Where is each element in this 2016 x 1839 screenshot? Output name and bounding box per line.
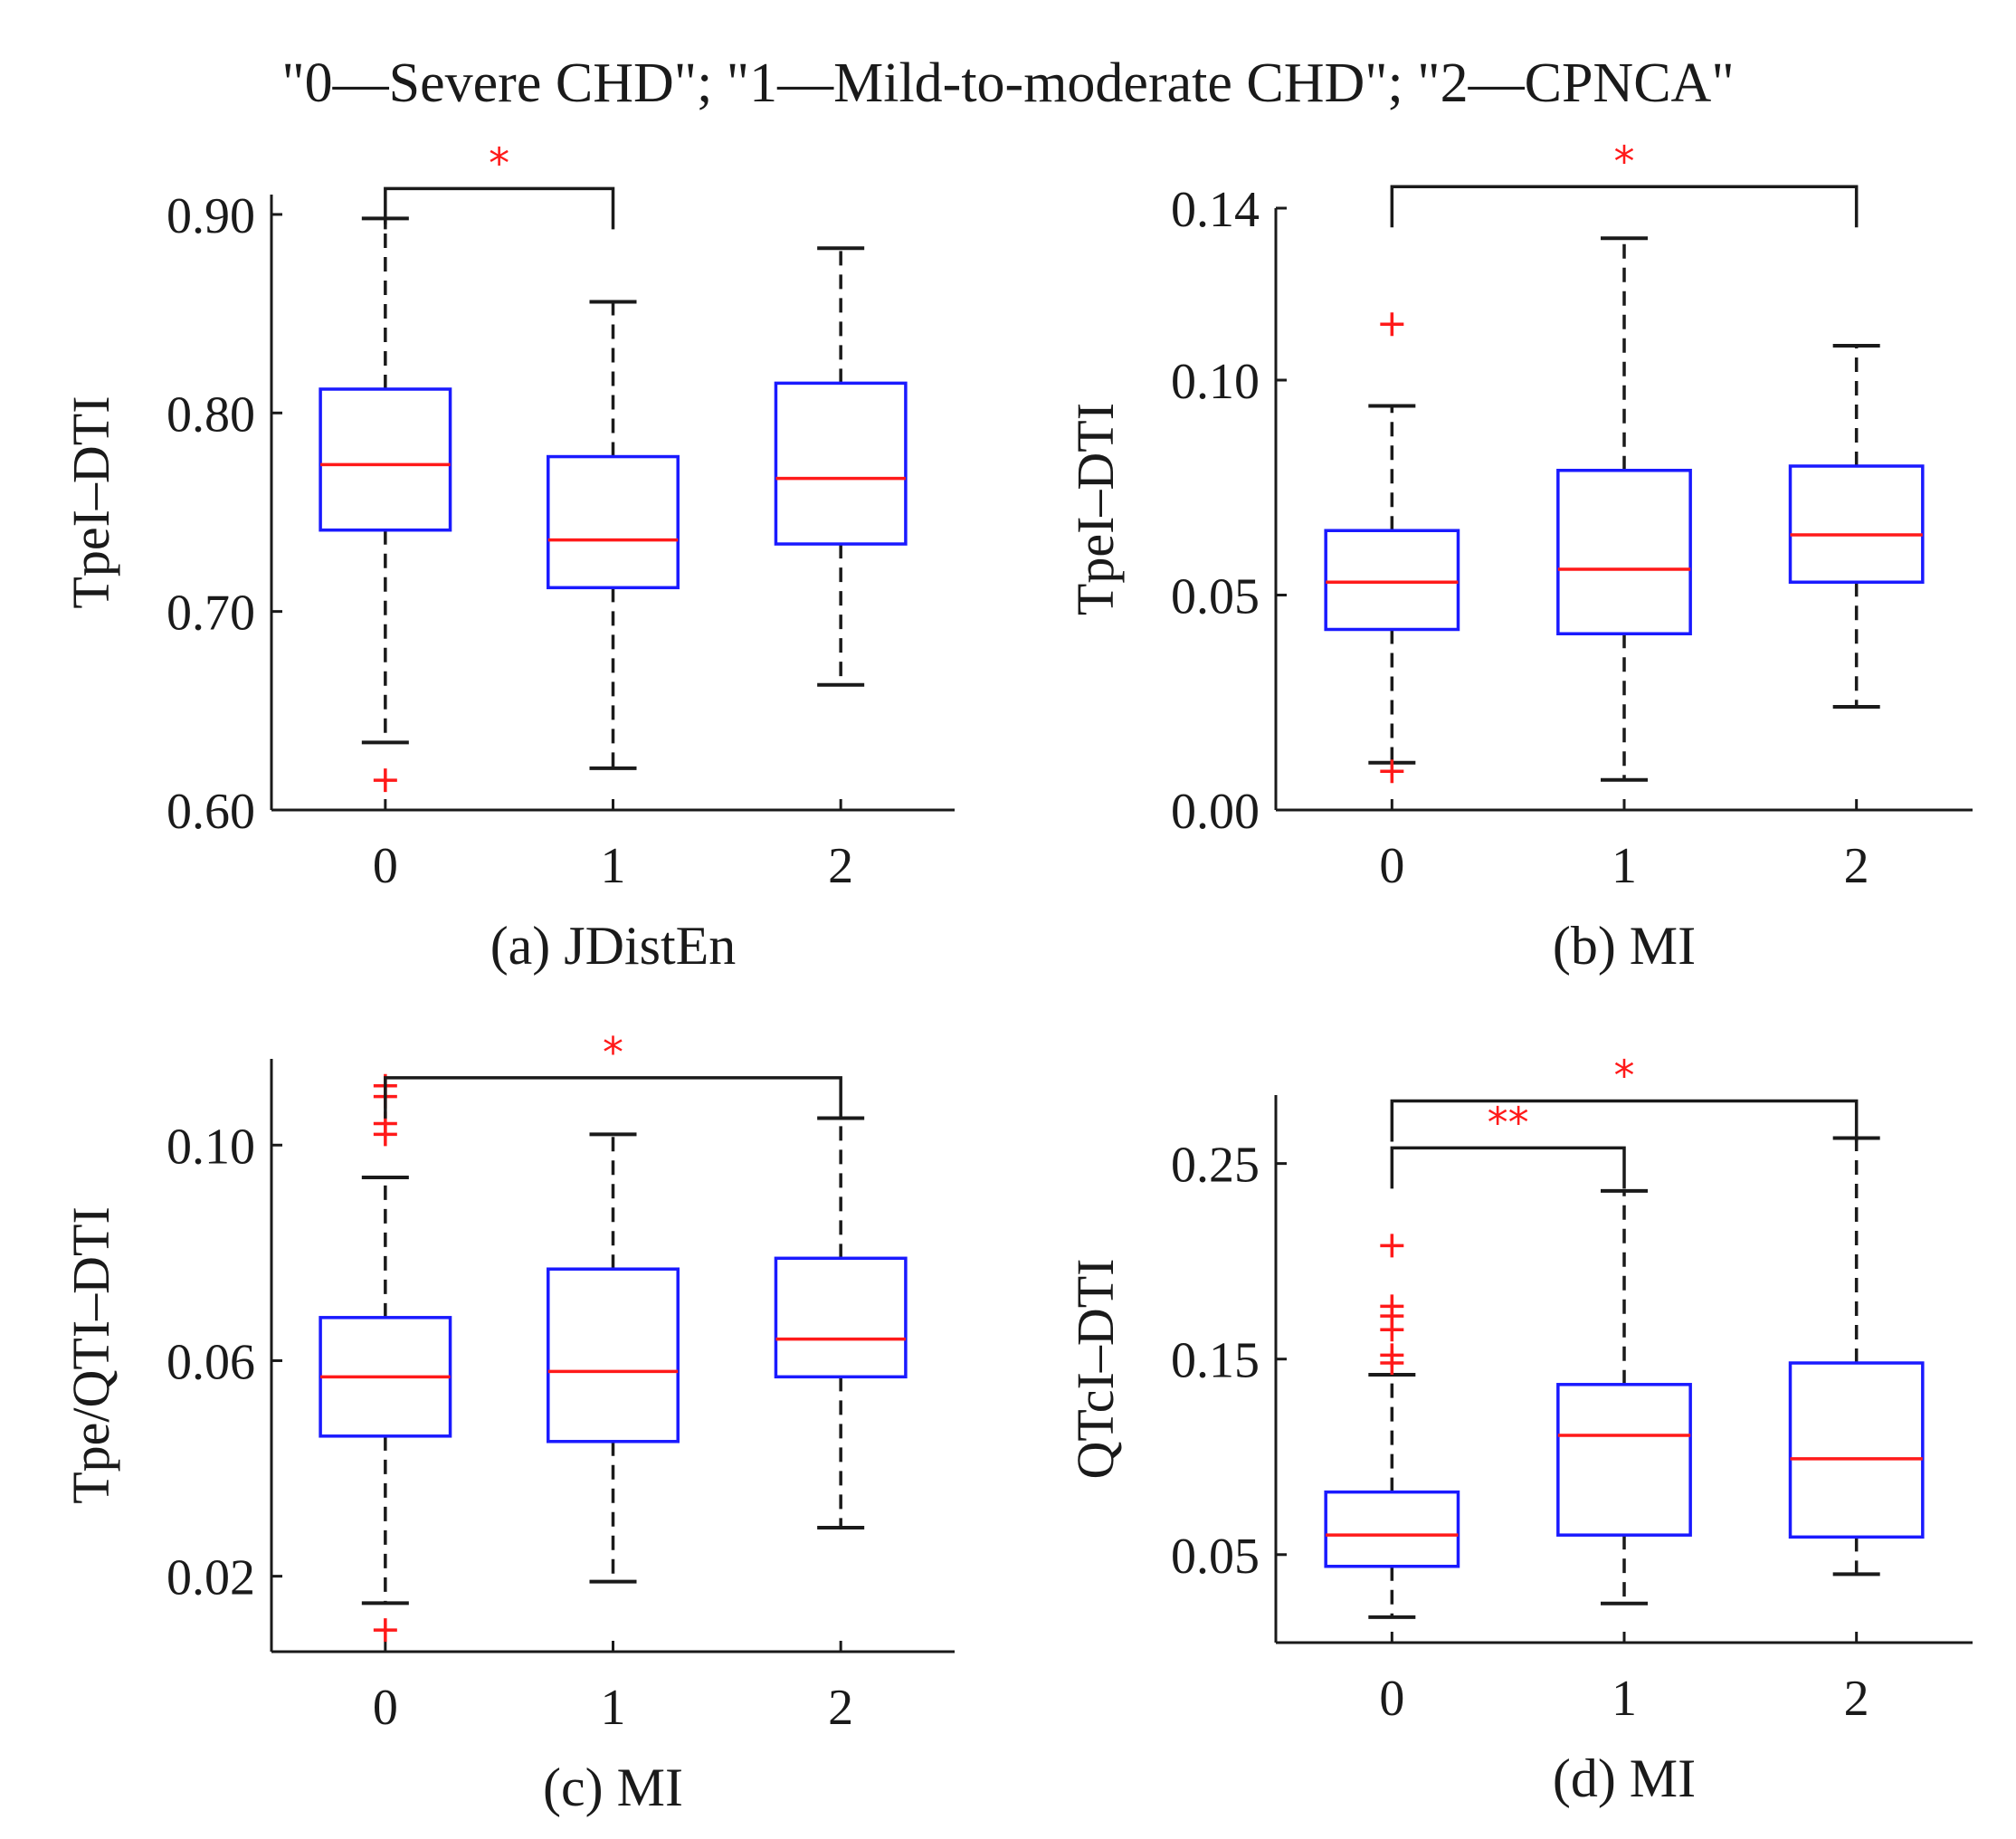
y-tick-label: 0.10: [166, 1119, 255, 1175]
outlier-marker: [373, 768, 397, 793]
x-tick-label: 2: [828, 838, 853, 894]
iqr-box: [1556, 469, 1692, 635]
y-tick-label: 0.06: [166, 1334, 255, 1390]
y-axis-label: TpeI–DTI: [1066, 403, 1125, 615]
box-0: [319, 216, 452, 793]
y-tick-label: 0.00: [1171, 784, 1260, 840]
chart-panel-1: 0.00 0.05 0.10 0.14 TpeI–DTI 0 1 2 (b) MI *: [1066, 137, 1973, 976]
significance-marker: *: [603, 1028, 623, 1077]
x-tick-label: 0: [1379, 838, 1404, 894]
y-tick-label: 0.05: [1171, 569, 1260, 625]
y-tick-label: 0.25: [1171, 1138, 1260, 1194]
panel-label: (a) JDistEn: [490, 916, 737, 976]
iqr-box: [1324, 1490, 1460, 1568]
iqr-box: [774, 381, 908, 546]
x-tick-label: 1: [601, 838, 626, 894]
box-1: [547, 300, 680, 770]
panel-label: (d) MI: [1553, 1748, 1696, 1808]
significance-bracket: [384, 186, 615, 230]
outlier-marker: [1380, 1343, 1404, 1367]
x-tick-label: 1: [601, 1680, 626, 1736]
x-tick-label: 2: [1844, 838, 1869, 894]
y-tick-label: 0.60: [166, 784, 255, 840]
x-tick-label: 2: [828, 1680, 853, 1736]
box-1: [547, 1132, 680, 1584]
box-0: [1324, 1234, 1460, 1619]
panel-label: (b) MI: [1553, 916, 1696, 976]
box-0: [319, 1073, 452, 1643]
significance-marker: *: [489, 138, 509, 187]
x-tick-label: 2: [1844, 1671, 1869, 1727]
iqr-box: [774, 1256, 908, 1379]
significance-bracket: [1390, 1146, 1626, 1189]
significance-marker: *: [1614, 137, 1635, 186]
panel-label: (c) MI: [543, 1758, 683, 1817]
outlier-marker: [1380, 1234, 1404, 1258]
iqr-box: [1556, 1383, 1692, 1537]
iqr-box: [547, 454, 680, 590]
significance-bracket: [1390, 185, 1859, 228]
y-axis-label: Tpe/QTI–DTI: [62, 1206, 120, 1504]
y-tick-label: 0.15: [1171, 1333, 1260, 1389]
iqr-box: [1788, 1361, 1925, 1539]
chart-panel-2: 0.02 0.06 0.10 Tpe/QTI–DTI 0 1 2 (c) MI *: [62, 1028, 955, 1817]
y-tick-label: 0.70: [166, 586, 255, 642]
y-tick-label: 0.90: [166, 188, 255, 244]
y-axis-label: TpeI–DTI: [62, 395, 120, 608]
iqr-box: [547, 1267, 680, 1444]
y-tick-label: 0.10: [1171, 354, 1260, 410]
x-tick-label: 1: [1612, 1671, 1637, 1727]
significance-marker: **: [1488, 1098, 1529, 1147]
outlier-marker: [1380, 1294, 1404, 1319]
iqr-box: [1788, 464, 1925, 584]
x-tick-label: 1: [1612, 838, 1637, 894]
figure-title: "0—Severe CHD"; "1—Mild-to-moderate CHD"…: [281, 52, 1734, 114]
box-2: [1788, 1136, 1925, 1577]
box-2: [1788, 344, 1925, 709]
y-tick-label: 0.02: [166, 1550, 255, 1606]
significance-bracket: [384, 1076, 842, 1119]
chart-panel-0: 0.60 0.70 0.80 0.90 TpeI–DTI 0 1 2 (a) JDistEn *: [62, 138, 955, 976]
y-tick-label: 0.14: [1171, 182, 1260, 238]
y-axis-label: QTcI–DTI: [1066, 1259, 1125, 1480]
y-tick-label: 0.05: [1171, 1529, 1260, 1585]
x-tick-label: 0: [1379, 1671, 1404, 1727]
significance-bracket: [1390, 1099, 1859, 1142]
iqr-box: [319, 387, 452, 532]
x-tick-label: 0: [373, 1680, 398, 1736]
box-1: [1556, 236, 1692, 782]
box-0: [1324, 312, 1460, 784]
box-2: [774, 246, 908, 687]
iqr-box: [1324, 529, 1460, 632]
outlier-marker: [373, 1618, 397, 1643]
outlier-marker: [1380, 312, 1404, 337]
box-1: [1556, 1188, 1692, 1606]
y-tick-label: 0.80: [166, 386, 255, 443]
significance-marker: *: [1614, 1051, 1635, 1100]
box-2: [774, 1116, 908, 1530]
x-tick-label: 0: [373, 838, 398, 894]
outlier-marker: [1380, 759, 1404, 784]
